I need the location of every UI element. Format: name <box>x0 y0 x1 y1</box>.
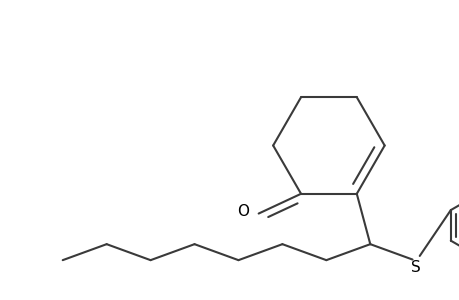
Text: O: O <box>237 204 249 219</box>
Text: S: S <box>410 260 420 275</box>
